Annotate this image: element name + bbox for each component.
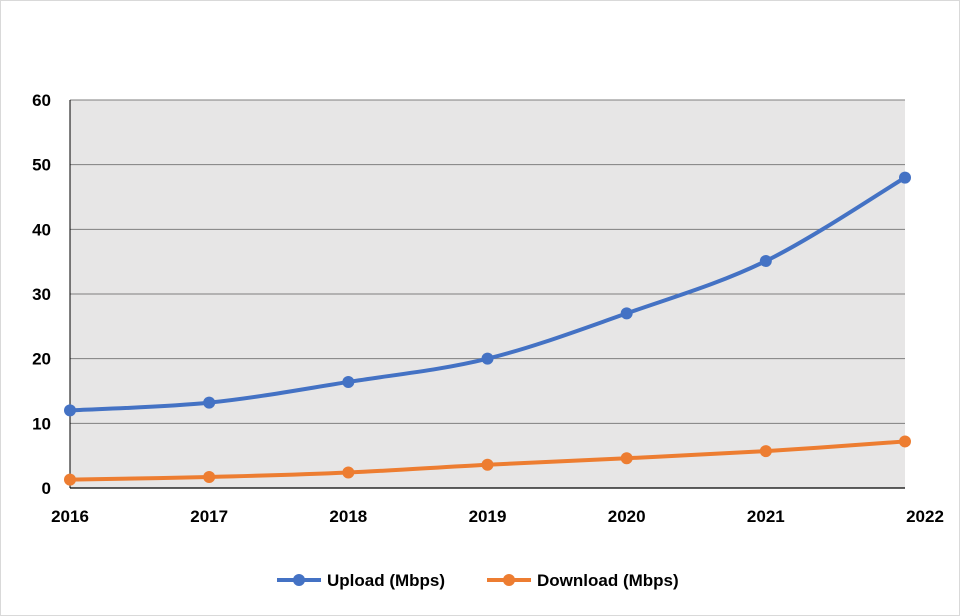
data-point-1-2022 bbox=[899, 171, 911, 184]
x-tick-label-2020: 2020 bbox=[608, 507, 646, 526]
series-1 bbox=[64, 171, 911, 417]
y-tick-label-10: 10 bbox=[32, 414, 51, 433]
data-point-2-2022 bbox=[899, 435, 911, 448]
data-point-2-2016 bbox=[64, 473, 76, 486]
data-point-2-2020 bbox=[620, 452, 633, 465]
series-layer bbox=[64, 171, 911, 486]
data-point-2-2021 bbox=[759, 445, 772, 458]
data-point-2-2018 bbox=[342, 466, 355, 479]
x-tick-label-2018: 2018 bbox=[329, 507, 367, 526]
data-point-1-2020 bbox=[620, 307, 633, 320]
legend-item-1: Upload (Mbps) bbox=[277, 571, 445, 590]
y-axis-ticks: 0 10 20 30 40 50 60 bbox=[32, 91, 51, 498]
x-tick-label-2019: 2019 bbox=[469, 507, 507, 526]
data-point-1-2019 bbox=[481, 352, 494, 365]
axes bbox=[69, 100, 905, 489]
y-tick-label-40: 40 bbox=[32, 220, 51, 239]
x-tick-label-2017: 2017 bbox=[190, 507, 228, 526]
x-tick-label-2021: 2021 bbox=[747, 507, 785, 526]
data-point-2-2017 bbox=[203, 471, 216, 484]
legend-swatch-marker-2 bbox=[503, 574, 515, 586]
legend-label-2: Download (Mbps) bbox=[537, 571, 679, 590]
data-point-1-2021 bbox=[759, 255, 772, 268]
legend-item-2: Download (Mbps) bbox=[487, 571, 679, 590]
y-tick-label-30: 30 bbox=[32, 285, 51, 304]
x-tick-label-2016: 2016 bbox=[51, 507, 89, 526]
data-point-1-2017 bbox=[203, 396, 216, 409]
data-point-1-2018 bbox=[342, 375, 355, 388]
data-point-1-2016 bbox=[64, 404, 76, 417]
series-2 bbox=[64, 435, 911, 486]
x-tick-label-2022: 2022 bbox=[906, 507, 944, 526]
x-axis-ticks: 2016 2017 2018 2019 2020 2021 2022 bbox=[51, 507, 944, 526]
y-tick-label-50: 50 bbox=[32, 156, 51, 175]
legend: Upload (Mbps) Download (Mbps) bbox=[277, 571, 679, 590]
legend-label-1: Upload (Mbps) bbox=[327, 571, 445, 590]
legend-swatch-marker-1 bbox=[293, 574, 305, 586]
data-point-2-2019 bbox=[481, 458, 494, 471]
y-tick-label-0: 0 bbox=[42, 479, 51, 498]
y-tick-label-20: 20 bbox=[32, 350, 51, 369]
y-tick-label-60: 60 bbox=[32, 91, 51, 110]
